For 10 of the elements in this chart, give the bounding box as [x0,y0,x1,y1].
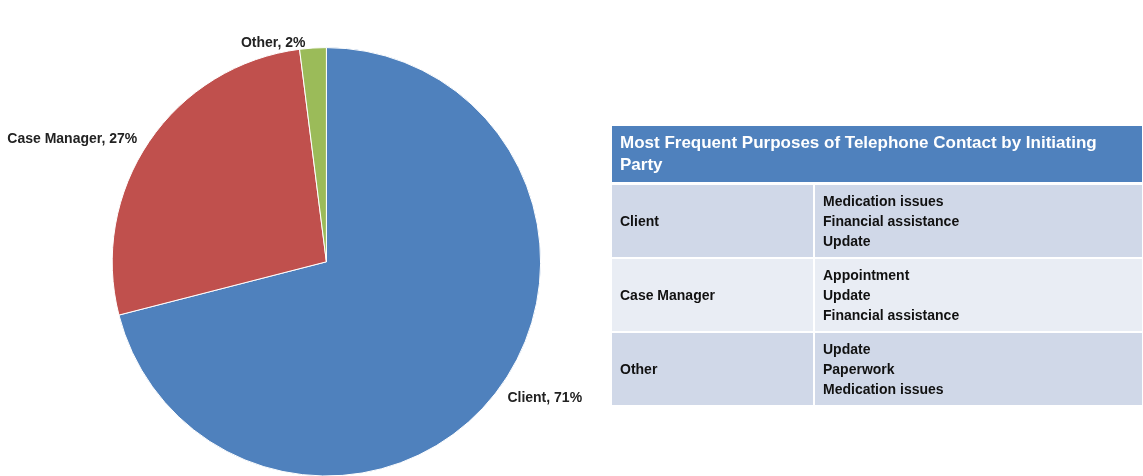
category-label: Other [612,332,814,405]
text: Update Paperwork Medication issues [814,332,1142,405]
category-label: Client [612,183,814,258]
slice-label: Client, 71% [507,388,583,405]
text: Most Frequent Purposes of Telephone Contact by Initiating Party [612,126,1142,184]
text: Appointment Update Financial assistance [814,258,1142,332]
category-label: Case Manager [612,258,814,332]
slice-label: Other, 2% [240,34,307,51]
slice-label: Case Manager, 27% [7,130,138,147]
text: Medication issues Financial assistance Update [814,183,1142,258]
